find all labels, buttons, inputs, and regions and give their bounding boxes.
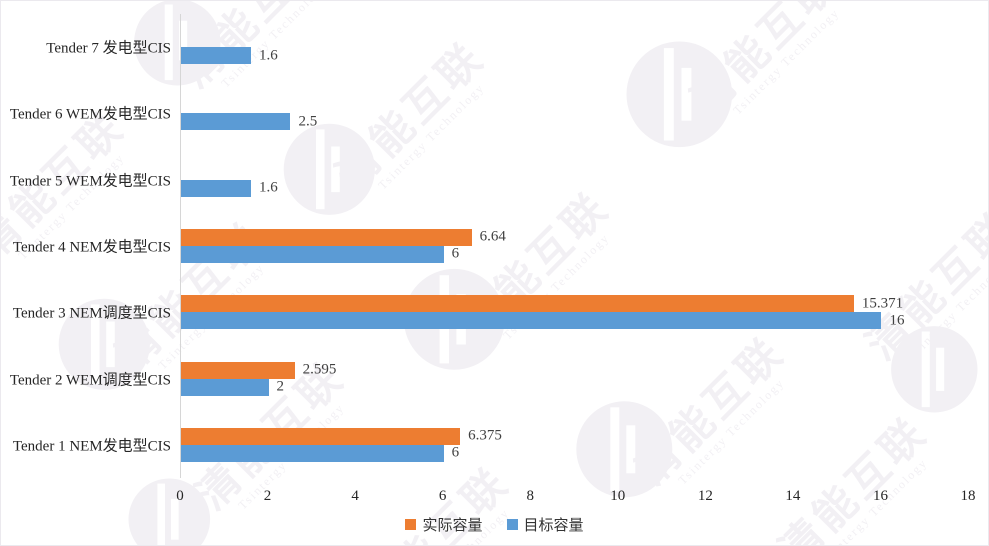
x-tick-label: 10: [610, 488, 626, 504]
target-bar: [181, 312, 882, 330]
chart-row: Tender 5 WEM发电型CIS 1.6: [10, 147, 969, 213]
target-bar-slot: 6: [181, 245, 969, 263]
actual-bar-slot: 6.64: [181, 228, 969, 246]
x-tick-label: 8: [526, 488, 534, 504]
category-label: Tender 3 NEM调度型CIS: [12, 305, 171, 322]
target-bar-slot: 16: [181, 312, 969, 330]
target-value-label: 6: [451, 444, 460, 461]
target-bar: [181, 179, 252, 197]
chart-row: Tender 7 发电型CIS 1.6: [46, 14, 969, 80]
x-tick-label: 6: [438, 488, 447, 504]
target-legend-swatch-icon: [506, 519, 518, 530]
x-tick-label: 18: [960, 488, 976, 504]
target-bar-slot: 2: [181, 378, 969, 396]
x-tick-label: 16: [872, 488, 888, 504]
target-bar: [181, 47, 252, 65]
chart-row: Tender 6 WEM发电型CIS 2.5: [10, 80, 969, 146]
target-value-label: 1.6: [259, 47, 278, 64]
x-tick-label: 2: [263, 488, 272, 504]
actual-bar: [181, 427, 461, 445]
actual-value-label: 6.64: [479, 228, 506, 245]
category-label: Tender 2 WEM调度型CIS: [9, 372, 171, 389]
actual-bar-slot: 6.375: [181, 427, 969, 445]
category-label: Tender 5 WEM发电型CIS: [9, 173, 171, 190]
actual-bar: [181, 228, 472, 246]
target-bar-slot: 1.6: [181, 47, 969, 65]
actual-value-label: 6.375: [468, 427, 502, 444]
chart-row: Tender 4 NEM发电型CIS 6.64 6: [13, 213, 969, 279]
legend-item-actual: 实际容量: [405, 514, 483, 535]
actual-bar: [181, 361, 295, 379]
target-bar: [181, 444, 444, 462]
x-tick-label: 12: [697, 488, 713, 504]
x-tick-label: 4: [351, 488, 359, 504]
category-label: Tender 4 NEM发电型CIS: [12, 239, 171, 256]
category-label: Tender 7 发电型CIS: [46, 40, 171, 57]
actual-bar-slot: [181, 30, 969, 47]
x-tick-label: 14: [785, 488, 801, 504]
actual-bar-slot: [181, 163, 969, 180]
actual-value-label: 15.371: [861, 295, 904, 312]
category-label: Tender 1 NEM发电型CIS: [12, 438, 171, 455]
bar-pair: 6.64 6: [181, 228, 969, 263]
x-tick-label: 0: [176, 488, 184, 504]
actual-bar-slot: [181, 96, 969, 113]
actual-legend-swatch-icon: [405, 519, 417, 530]
target-bar-slot: 1.6: [181, 179, 969, 197]
target-value-label: 16: [889, 312, 905, 329]
actual-bar-slot: 2.595: [181, 361, 969, 379]
legend: 实际容量 目标容量: [1, 514, 988, 535]
target-value-label: 2: [276, 378, 285, 395]
target-bar: [181, 245, 444, 263]
legend-label: 实际容量: [422, 518, 483, 534]
bar-pair: 6.375 6: [181, 427, 969, 462]
actual-bar-slot: 15.371: [181, 295, 969, 313]
chart-row: Tender 1 NEM发电型CIS 6.375 6: [13, 412, 969, 478]
bar-pair: 1.6: [181, 163, 969, 197]
actual-value-label: 2.595: [302, 361, 337, 378]
bar-pair: 2.595 2: [181, 361, 969, 396]
actual-bar: [181, 295, 854, 313]
watermark-logo-icon: [37, 277, 175, 415]
legend-label: 目标容量: [523, 518, 584, 534]
target-value-label: 1.6: [259, 179, 278, 196]
target-bar-slot: 6: [181, 444, 969, 462]
plot-area: Tender 7 发电型CIS 1.6 Tender 6 WEM发电型CIS 2.5 T…: [10, 14, 969, 478]
target-bar: [181, 378, 269, 396]
bar-pair: 15.371 16: [181, 295, 969, 330]
chart-row: Tender 2 WEM调度型CIS 2.595 2: [10, 345, 969, 411]
category-label: Tender 6 WEM发电型CIS: [9, 106, 171, 123]
legend-item-target: 目标容量: [506, 514, 584, 535]
bar-pair: 1.6: [181, 30, 969, 65]
target-bar-slot: 2.5: [181, 113, 969, 131]
target-value-label: 2.5: [298, 113, 318, 130]
target-bar: [181, 113, 291, 131]
chart-row: Tender 3 NEM调度型CIS 15.371 16: [13, 279, 969, 345]
target-value-label: 6: [451, 245, 460, 262]
bar-pair: 2.5: [181, 96, 969, 131]
